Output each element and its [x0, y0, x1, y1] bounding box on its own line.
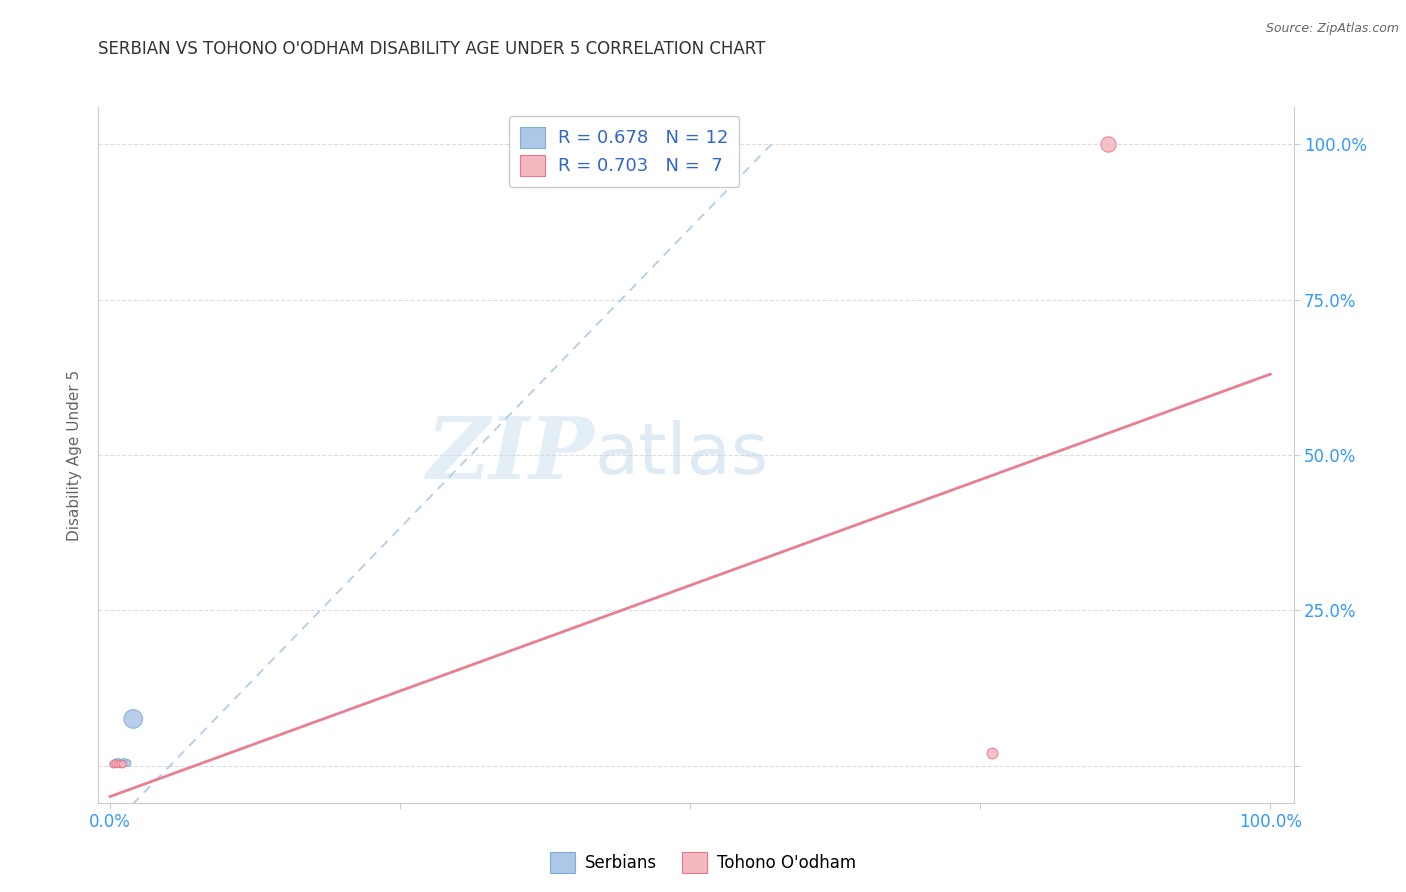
Point	[107, 757, 129, 772]
Text: Source: ZipAtlas.com: Source: ZipAtlas.com	[1265, 22, 1399, 36]
Text: atlas: atlas	[595, 420, 769, 490]
Point	[111, 756, 134, 771]
Point	[112, 756, 135, 770]
Text: ZIP: ZIP	[426, 413, 595, 497]
Point	[1097, 137, 1119, 152]
Point	[111, 757, 134, 772]
Point	[107, 756, 129, 770]
Text: SERBIAN VS TOHONO O'ODHAM DISABILITY AGE UNDER 5 CORRELATION CHART: SERBIAN VS TOHONO O'ODHAM DISABILITY AGE…	[98, 40, 766, 58]
Point	[104, 756, 127, 771]
Point	[103, 757, 125, 772]
Point	[980, 746, 1002, 760]
Point	[117, 756, 139, 770]
Point	[110, 756, 132, 770]
Point	[104, 756, 127, 770]
Point	[110, 756, 132, 771]
Point	[108, 756, 131, 771]
Legend: Serbians, Tohono O'odham: Serbians, Tohono O'odham	[543, 846, 863, 880]
Point	[105, 756, 128, 771]
Point	[104, 756, 127, 771]
Point	[103, 757, 125, 772]
Legend: R = 0.678   N = 12, R = 0.703   N =  7: R = 0.678 N = 12, R = 0.703 N = 7	[509, 116, 740, 186]
Y-axis label: Disability Age Under 5: Disability Age Under 5	[67, 369, 83, 541]
Point	[122, 712, 145, 726]
Point	[111, 757, 134, 772]
